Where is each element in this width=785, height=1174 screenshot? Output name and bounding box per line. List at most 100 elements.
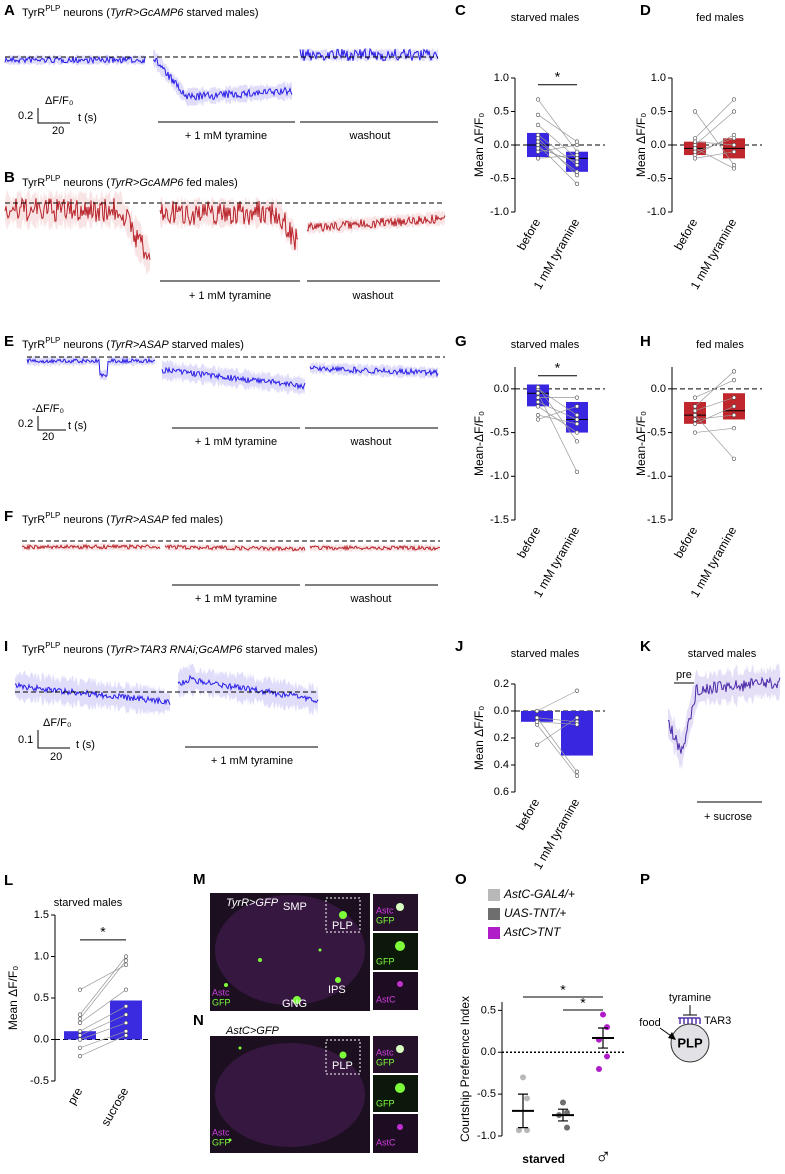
pair-line	[537, 406, 578, 420]
point	[524, 1127, 530, 1134]
point	[574, 722, 580, 727]
panel-letter: J	[455, 638, 463, 655]
point	[564, 1124, 570, 1131]
point	[731, 395, 737, 400]
panel-letter: I	[4, 638, 8, 655]
y-tick-label: -0.5	[647, 426, 666, 438]
stim-label: + sucrose	[704, 811, 752, 823]
point	[123, 1029, 129, 1034]
inset-signal	[395, 941, 405, 951]
point	[574, 181, 580, 186]
point	[534, 719, 540, 724]
trace	[309, 365, 439, 378]
legend-label: AstC-GAL4/+	[503, 887, 575, 901]
y-tick-label: -0.5	[30, 1075, 49, 1087]
point	[692, 109, 698, 114]
cell: TyrR	[22, 339, 45, 351]
sup: PLP	[45, 641, 60, 650]
pair-line	[79, 1030, 127, 1049]
panel-letter: P	[640, 871, 650, 888]
point	[731, 132, 737, 138]
inset	[373, 894, 418, 931]
sup: PLP	[45, 511, 60, 520]
region-label: PLP	[332, 1060, 353, 1072]
inset-label: GFP	[376, 956, 395, 966]
pair-line	[536, 717, 578, 772]
point	[535, 404, 541, 409]
y-tick-label: 0.5	[651, 105, 666, 117]
arrowhead	[668, 1032, 676, 1040]
y-tick-label: -1.0	[647, 206, 666, 218]
inset-signal	[397, 981, 403, 987]
point	[534, 742, 540, 747]
baseline-label: pre	[676, 669, 692, 681]
condition: fed males)	[183, 177, 237, 189]
point	[77, 1012, 83, 1017]
stim-label: + 1 mM tyramine	[195, 436, 277, 448]
pair-line	[536, 717, 578, 723]
sig-label: *	[580, 995, 586, 1011]
y-tick-label: 0.5	[494, 105, 509, 117]
point	[731, 109, 737, 114]
point	[535, 417, 541, 422]
pair-line	[537, 138, 578, 176]
point	[534, 708, 540, 714]
stim-label: + 1 mM tyramine	[185, 130, 267, 142]
y-axis-label: Mean ΔF/F₀	[472, 113, 486, 177]
genotype: TyrR>GcAMP6	[110, 7, 184, 19]
genotype: AstC>GFP	[225, 1025, 280, 1037]
pair-line	[79, 960, 127, 1019]
point	[692, 412, 698, 418]
point	[535, 395, 541, 400]
point	[535, 112, 541, 117]
pair-line	[536, 721, 578, 725]
error-bar	[558, 1108, 568, 1122]
condition: fed males)	[169, 514, 223, 526]
neuron	[670, 1023, 710, 1063]
panel-title: starved males	[511, 12, 580, 24]
point	[77, 1033, 83, 1038]
point	[574, 395, 580, 400]
point	[731, 412, 737, 418]
y-tick-label: 0.5	[481, 1004, 496, 1016]
point	[574, 412, 580, 418]
point	[574, 469, 580, 475]
cell: TyrR	[22, 177, 45, 189]
inset	[373, 1114, 418, 1153]
scale-x: 20	[50, 751, 62, 763]
brain-stain	[215, 1043, 365, 1147]
pair-line	[694, 111, 735, 146]
y-tick-label: 0.5	[34, 992, 49, 1004]
panel-letter: K	[640, 638, 651, 655]
scale-unit: t (s)	[78, 112, 97, 124]
point	[574, 688, 580, 693]
y-axis-label: Mean ΔF/F₀	[6, 966, 20, 1030]
y-tick-label: 0.0	[651, 383, 666, 395]
pair-line	[79, 1035, 127, 1057]
inset-label: AstC	[376, 994, 396, 1004]
inset-label: GFP	[376, 915, 395, 925]
sig-label: *	[555, 68, 561, 84]
panel-title: fed males	[696, 12, 744, 24]
region-label: GNG	[282, 998, 307, 1010]
scale-y: 0.2	[18, 110, 33, 122]
point	[123, 954, 129, 959]
point	[123, 1020, 129, 1026]
genotype: TyrR>GcAMP6	[110, 177, 184, 189]
pair-line	[694, 141, 735, 146]
y-tick-label: 0.2	[494, 732, 509, 744]
point	[574, 142, 580, 148]
y-axis-label: Mean ΔF/F₀	[472, 706, 486, 770]
point	[692, 430, 698, 435]
legend-label: UAS-TNT/+	[504, 906, 566, 920]
point	[692, 408, 698, 413]
y-axis-label: Courtship Preference Index	[458, 996, 472, 1142]
point	[535, 385, 541, 390]
pair-line	[537, 114, 578, 142]
point	[731, 166, 737, 171]
condition: starved males)	[183, 7, 258, 19]
trace	[161, 366, 306, 390]
point	[731, 149, 737, 154]
pair-line	[537, 148, 578, 163]
panel-letter: H	[640, 333, 651, 350]
